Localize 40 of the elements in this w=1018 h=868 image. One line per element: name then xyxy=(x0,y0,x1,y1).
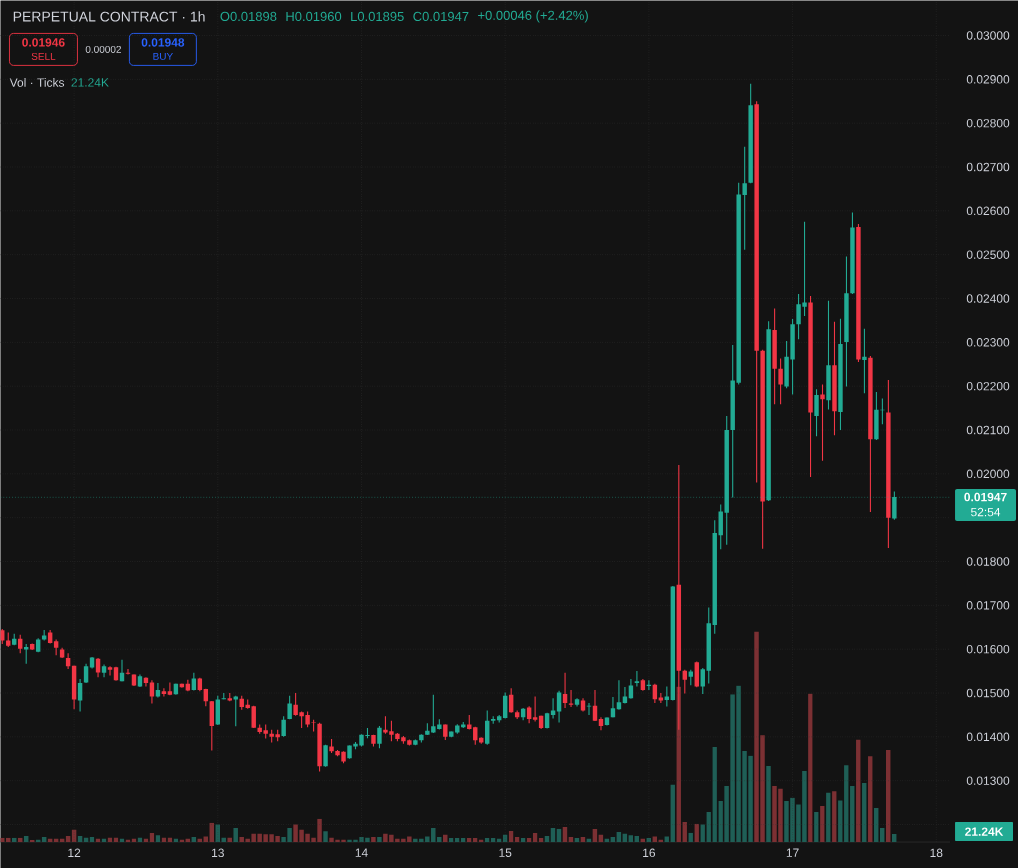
ref-line-label: 0.01947 xyxy=(964,492,1007,502)
annotation: 0.00002 xyxy=(85,45,121,53)
y-tick-label: 0.02600 xyxy=(966,206,1010,216)
annotation: BUY xyxy=(153,52,173,60)
y-tick-label: 0.01400 xyxy=(966,732,1010,742)
text: 21.24K xyxy=(965,827,1004,836)
y-tick-label: 0.02300 xyxy=(966,338,1010,347)
y-tick-label: 0.03000 xyxy=(966,31,1010,40)
x-tick-label: 18 xyxy=(930,848,943,858)
x-tick-label: 13 xyxy=(212,848,224,858)
y-tick-label: 0.02100 xyxy=(966,425,1010,435)
annotation: C0.01947 xyxy=(413,11,469,22)
annotation: 0.01946 xyxy=(22,38,65,47)
y-tick-label: 0.01600 xyxy=(966,644,1010,654)
y-tick-label: 0.02800 xyxy=(966,118,1010,128)
y-tick-label: 0.01500 xyxy=(966,688,1010,698)
text: 52:54 xyxy=(971,507,1001,517)
x-tick-label: 14 xyxy=(355,848,368,857)
y-tick-label: 0.01300 xyxy=(966,776,1010,785)
y-tick-label: 0.02700 xyxy=(966,162,1010,172)
annotation: 21.24K xyxy=(71,78,109,87)
y-tick-label: 0.02400 xyxy=(966,294,1010,303)
y-tick-label: 0.02200 xyxy=(966,381,1010,391)
x-tick-label: 17 xyxy=(786,848,799,857)
annotation: +0.00046 (+2.42%) xyxy=(478,10,588,23)
annotation: L0.01895 xyxy=(351,11,404,22)
x-tick-label: 12 xyxy=(68,848,81,857)
y-tick-label: 0.02900 xyxy=(966,75,1010,84)
y-tick-label: 0.01700 xyxy=(966,601,1010,610)
y-tick-label: 0.01800 xyxy=(966,557,1010,566)
annotation: SELL xyxy=(31,52,56,60)
text: PERPETUAL CONTRACT · 1h xyxy=(13,11,205,22)
y-tick-label: 0.02500 xyxy=(966,250,1010,259)
x-tick-label: 15 xyxy=(499,848,512,857)
y-tick-label: 0.02000 xyxy=(966,469,1010,479)
chart-title: Vol · Ticks xyxy=(9,77,65,87)
x-tick-label: 16 xyxy=(643,848,656,858)
annotation: 0.01948 xyxy=(141,38,185,47)
annotation: H0.01960 xyxy=(286,11,342,22)
annotation: O0.01898 xyxy=(220,11,277,22)
